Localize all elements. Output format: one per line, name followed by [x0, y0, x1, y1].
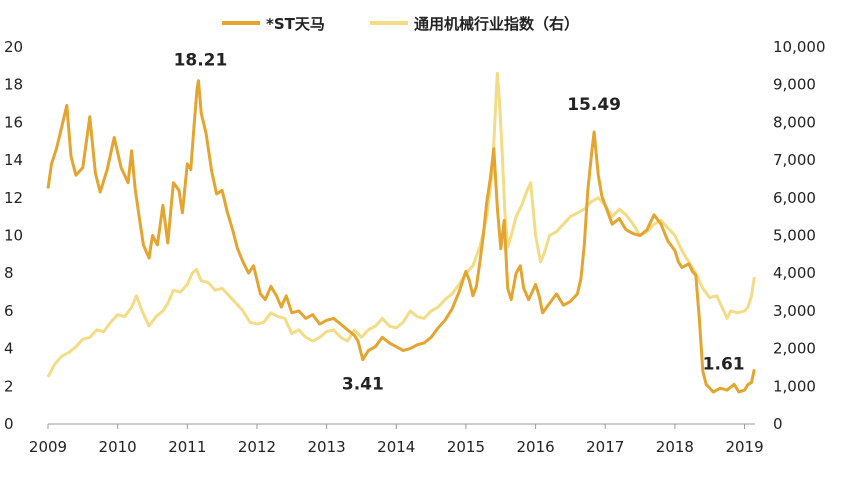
- left-y-tick-label: 8: [4, 264, 14, 282]
- left-y-tick-label: 14: [4, 151, 23, 169]
- left-y-tick-label: 10: [4, 227, 23, 245]
- x-tick-label: 2011: [168, 438, 206, 456]
- legend-label: *ST天马: [266, 15, 325, 33]
- data-label: 3.41: [342, 375, 384, 395]
- series-layer: [46, 71, 756, 394]
- left-y-tick-label: 18: [4, 76, 23, 94]
- annotations: 18.21 3.41 15.49 1.61: [174, 51, 745, 395]
- left-y-tick-label: 20: [4, 38, 23, 56]
- left-y-tick-label: 2: [4, 377, 14, 395]
- right-y-tick-label: 6,000: [773, 189, 816, 207]
- left-y-tick-label: 0: [4, 415, 14, 433]
- x-tick-label: 2009: [29, 438, 67, 456]
- chart-legend: *ST天马 通用机械行业指数（右）: [222, 15, 579, 33]
- left-y-tick-label: 12: [4, 189, 23, 207]
- x-tick-label: 2016: [516, 438, 554, 456]
- x-tick-label: 2012: [238, 438, 276, 456]
- right-y-tick-label: 3,000: [773, 302, 816, 320]
- x-tick-label: 2015: [447, 438, 485, 456]
- left-y-tick-label: 6: [4, 302, 14, 320]
- x-tick-label: 2014: [377, 438, 415, 456]
- right-y-tick-label: 10,000: [773, 38, 826, 56]
- data-label: 15.49: [567, 95, 621, 115]
- x-tick-label: 2019: [725, 438, 763, 456]
- left-y-tick-label: 16: [4, 113, 23, 131]
- right-y-tick-label: 9,000: [773, 76, 816, 94]
- left-y-tick-label: 4: [4, 340, 14, 358]
- x-axis: 2009 2010 2011 2012 2013 2014 2015 2016 2017 2018…: [29, 423, 764, 456]
- right-y-tick-label: 2,000: [773, 340, 816, 358]
- right-y-axis: 0 1,000 2,000 3,000 4,000 5,000 6,000 7,000 8,00…: [773, 38, 826, 433]
- x-tick-label: 2017: [586, 438, 624, 456]
- right-y-tick-label: 1,000: [773, 377, 816, 395]
- right-y-tick-label: 8,000: [773, 113, 816, 131]
- left-y-axis: 0 2 4 6 8 10 12 14 16 18 20: [4, 38, 23, 433]
- legend-label: 通用机械行业指数（右）: [414, 15, 579, 33]
- right-y-tick-label: 0: [773, 415, 783, 433]
- data-label: 1.61: [703, 355, 745, 375]
- right-y-tick-label: 4,000: [773, 264, 816, 282]
- x-tick-label: 2018: [656, 438, 694, 456]
- x-tick-label: 2010: [99, 438, 137, 456]
- right-y-tick-label: 5,000: [773, 227, 816, 245]
- data-label: 18.21: [174, 51, 228, 71]
- right-y-tick-label: 7,000: [773, 151, 816, 169]
- stock-price-line: [46, 79, 756, 394]
- x-tick-label: 2013: [308, 438, 346, 456]
